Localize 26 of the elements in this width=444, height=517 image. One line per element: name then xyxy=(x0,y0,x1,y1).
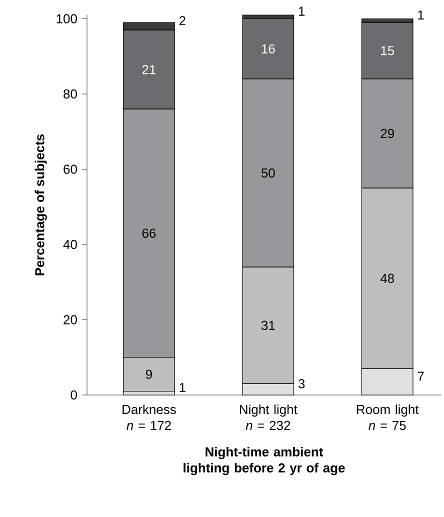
x-tick-label: Night light n = 232 xyxy=(240,404,298,430)
data-label: 1 xyxy=(418,10,424,20)
data-label: 3 xyxy=(298,379,305,388)
y-axis-title: Percentage of subjects xyxy=(34,134,47,276)
y-tick-label: 100 xyxy=(56,14,77,24)
x-tick-label: Room light n = 75 xyxy=(357,404,419,430)
y-tick-label: 0 xyxy=(70,390,77,400)
data-label: 50 xyxy=(261,168,275,178)
data-label: 1 xyxy=(180,383,186,392)
data-label: 1 xyxy=(298,6,305,16)
x-tick-label: Darkness n = 172 xyxy=(122,404,176,430)
y-tick-label: 40 xyxy=(63,240,77,250)
y-tick-label: 60 xyxy=(64,164,77,174)
data-label: 29 xyxy=(380,128,394,138)
data-label: 9 xyxy=(146,370,152,379)
data-label: 66 xyxy=(142,228,156,238)
data-label: 21 xyxy=(142,65,156,74)
y-tick-label: 80 xyxy=(64,89,77,99)
data-label: 15 xyxy=(381,46,394,56)
data-label: 2 xyxy=(179,16,186,26)
x-axis-title: Night-time ambient lighting before 2 yr of age xyxy=(184,446,345,476)
data-label: 48 xyxy=(380,274,394,283)
y-tick-label: 20 xyxy=(64,315,77,324)
data-label: 31 xyxy=(261,320,275,330)
data-label: 7 xyxy=(418,372,424,381)
data-label: 16 xyxy=(262,44,275,54)
